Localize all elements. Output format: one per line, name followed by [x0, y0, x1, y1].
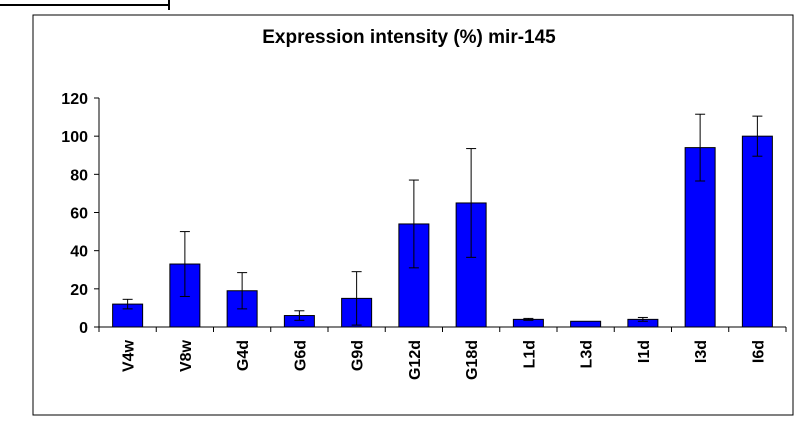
y-tick-label: 80: [70, 167, 88, 184]
x-tick-label: L1d: [521, 340, 538, 368]
y-tick-label: 20: [70, 282, 88, 299]
y-tick-label: 100: [61, 129, 88, 146]
x-tick-label: L3d: [579, 340, 596, 368]
x-tick-label: G6d: [292, 340, 309, 371]
x-tick-label: G12d: [407, 340, 424, 380]
bar: [741, 135, 773, 328]
bar-series: [112, 135, 773, 328]
x-tick-label: G9d: [350, 340, 367, 371]
x-tick-label: I3d: [693, 340, 710, 363]
y-tick-label: 0: [79, 320, 88, 337]
x-tick-label: V4w: [121, 339, 138, 372]
x-axis: V4w V8w G4d G6d G9d G12d G18d L1d L3d I1d I3d I6d: [98, 326, 787, 380]
chart-title: Expression intensity (%) mir-145: [262, 27, 556, 48]
x-tick-label: V8w: [178, 339, 195, 372]
y-tick-label: 120: [61, 91, 88, 108]
error-bar-series: [122, 113, 763, 326]
x-tick-label: I1d: [636, 340, 653, 363]
bar: [570, 320, 602, 328]
y-tick-label: 40: [70, 244, 88, 261]
x-tick-label: G4d: [235, 340, 252, 371]
x-tick-label: I6d: [750, 340, 767, 363]
x-tick-label: G18d: [464, 340, 481, 380]
chart-frame: [32, 14, 794, 416]
y-axis: 0 20 40 60 80 100 120: [61, 91, 100, 337]
y-tick-label: 60: [70, 206, 88, 223]
